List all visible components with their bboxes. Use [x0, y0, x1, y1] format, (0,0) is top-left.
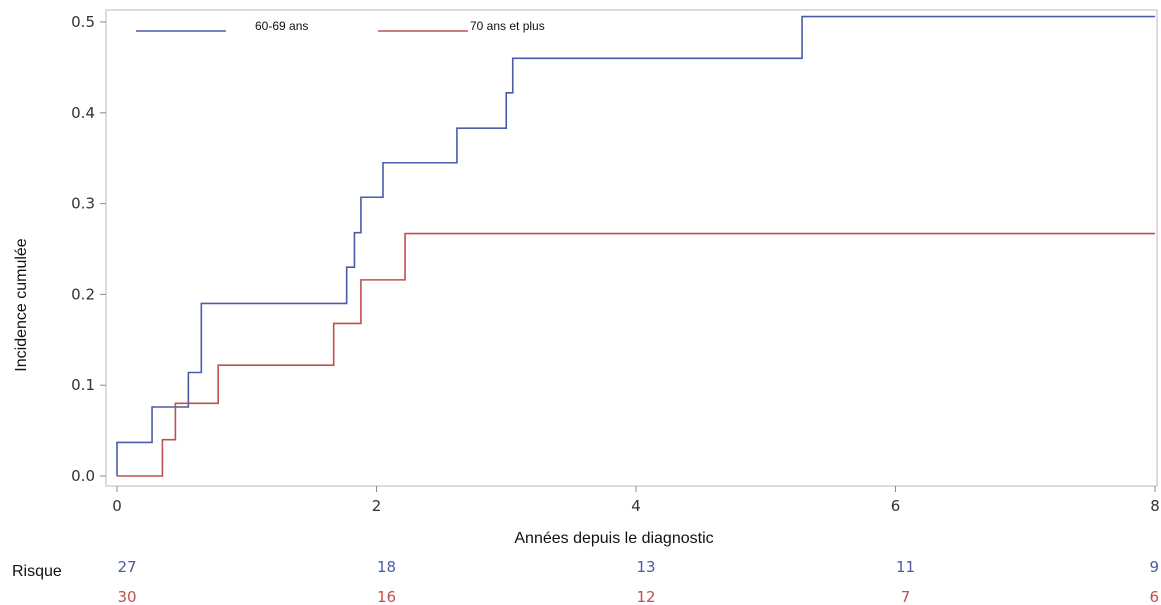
x-tick-label: 2	[372, 497, 382, 515]
risk-table: Risque 27 18 13 11 9 30 16 12 7 6	[12, 558, 1159, 605]
risk-value: 12	[636, 588, 655, 605]
x-tick-label: 8	[1150, 497, 1160, 515]
risk-value: 13	[636, 558, 655, 576]
series-line-60-69	[116, 15, 1155, 476]
plot-frame	[105, 9, 1158, 487]
y-axis-label: Incidence cumulée	[13, 238, 30, 372]
x-tick-label: 6	[891, 497, 901, 515]
risk-value: 9	[1149, 558, 1159, 576]
risk-value: 11	[896, 558, 915, 576]
y-tick-label: 0.4	[71, 104, 95, 122]
x-tick-label: 0	[112, 497, 122, 515]
series-lines	[116, 15, 1155, 477]
risk-value: 30	[117, 588, 136, 605]
x-axis: 0 2 4 6 8	[112, 486, 1160, 515]
risk-table-label: Risque	[12, 563, 62, 580]
x-axis-label: Années depuis le diagnostic	[514, 530, 713, 547]
y-tick-label: 0.1	[71, 376, 95, 394]
risk-value: 16	[377, 588, 396, 605]
legend-label: 60-69 ans	[255, 19, 308, 33]
y-tick-label: 0.0	[71, 467, 95, 485]
x-tick-label: 4	[631, 497, 641, 515]
y-axis: 0.0 0.1 0.2 0.3 0.4 0.5	[71, 13, 106, 485]
y-tick-label: 0.5	[71, 13, 95, 31]
legend: 60-69 ans 70 ans et plus	[136, 19, 545, 33]
series-line-70-plus	[117, 232, 1155, 477]
risk-value: 27	[117, 558, 136, 576]
y-tick-label: 0.2	[71, 285, 95, 303]
risk-value: 7	[901, 588, 911, 605]
risk-value: 6	[1149, 588, 1159, 605]
y-tick-label: 0.3	[71, 195, 95, 213]
legend-label: 70 ans et plus	[470, 19, 545, 33]
risk-value: 18	[377, 558, 396, 576]
